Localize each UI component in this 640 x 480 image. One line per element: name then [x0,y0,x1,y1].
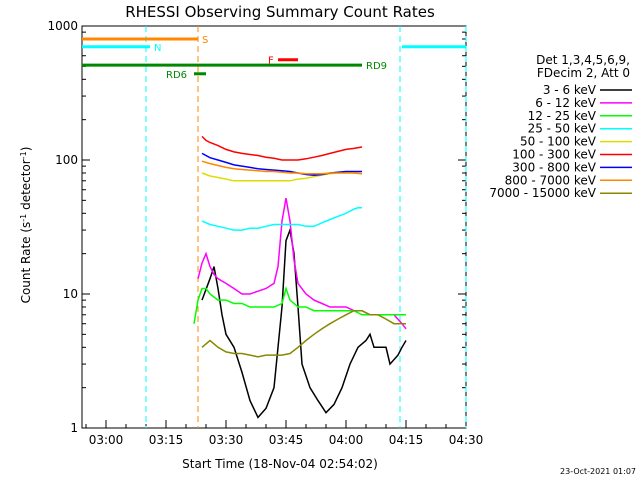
legend-label-3: 12 - 25 keV [528,109,597,123]
y-axis-label-tail: detector [19,159,33,214]
legend-label-2: 6 - 12 keV [535,96,597,110]
x-tick-label: 03:45 [269,433,304,447]
legend-label-8: 800 - 7000 keV [505,173,597,187]
timestamp: 23-Oct-2021 01:07 [560,467,636,476]
plot-frame [81,25,467,429]
y-tick-label: 1000 [47,19,78,33]
legend-label-5: 50 - 100 keV [520,135,597,149]
chart-title: RHESSI Observing Summary Count Rates [125,3,435,21]
y-axis-label: Count Rate (s-1 detector-1) [19,147,33,304]
y-tick-label: 100 [55,153,78,167]
flag-label-f: F [268,56,274,67]
series-line-6 [201,135,363,161]
series-line-4 [201,207,362,231]
flag-label-rd9: RD9 [366,61,387,72]
x-axis-label: Start Time (18-Nov-04 02:54:02) [182,457,378,471]
x-tick-label: 04:00 [329,433,364,447]
series-line-3 [193,285,406,324]
y-axis-label-end: ) [19,147,33,152]
legend-label-7: 300 - 800 keV [512,160,596,174]
x-tick-label: 03:30 [209,433,244,447]
x-tick-label: 04:30 [449,433,484,447]
x-tick-label: 04:15 [389,433,424,447]
legend-label-6: 100 - 300 keV [512,148,596,162]
y-axis-label-sup: -1 [19,214,28,222]
plot-area: 1 10 100 1000 03:00 03:15 03:30 03:45 04:00 04:15… [47,19,632,447]
y-tick-label: 1 [70,421,78,435]
y-axis-label-sup2: -1 [19,151,28,159]
flag-label-s: S [202,35,208,46]
series-line-8 [201,160,363,175]
flag-label-n: N [154,43,161,54]
flag-label-rd6: RD6 [166,70,187,81]
legend-label-4: 25 - 50 keV [528,122,597,136]
x-tick-label: 03:15 [149,433,184,447]
y-tick-label: 10 [63,287,78,301]
legend-header-line-1: Det 1,3,4,5,6,9, [536,53,630,67]
legend-header-line-2: FDecim 2, Att 0 [537,66,630,80]
y-axis-label-main: Count Rate (s [19,222,33,304]
legend-label-1: 3 - 6 keV [543,83,597,97]
legend-label-9: 7000 - 15000 keV [489,186,596,200]
x-tick-label: 03:00 [89,433,124,447]
series-line-9 [201,309,406,358]
series-line-1 [201,227,407,419]
series-line-2 [197,197,407,330]
